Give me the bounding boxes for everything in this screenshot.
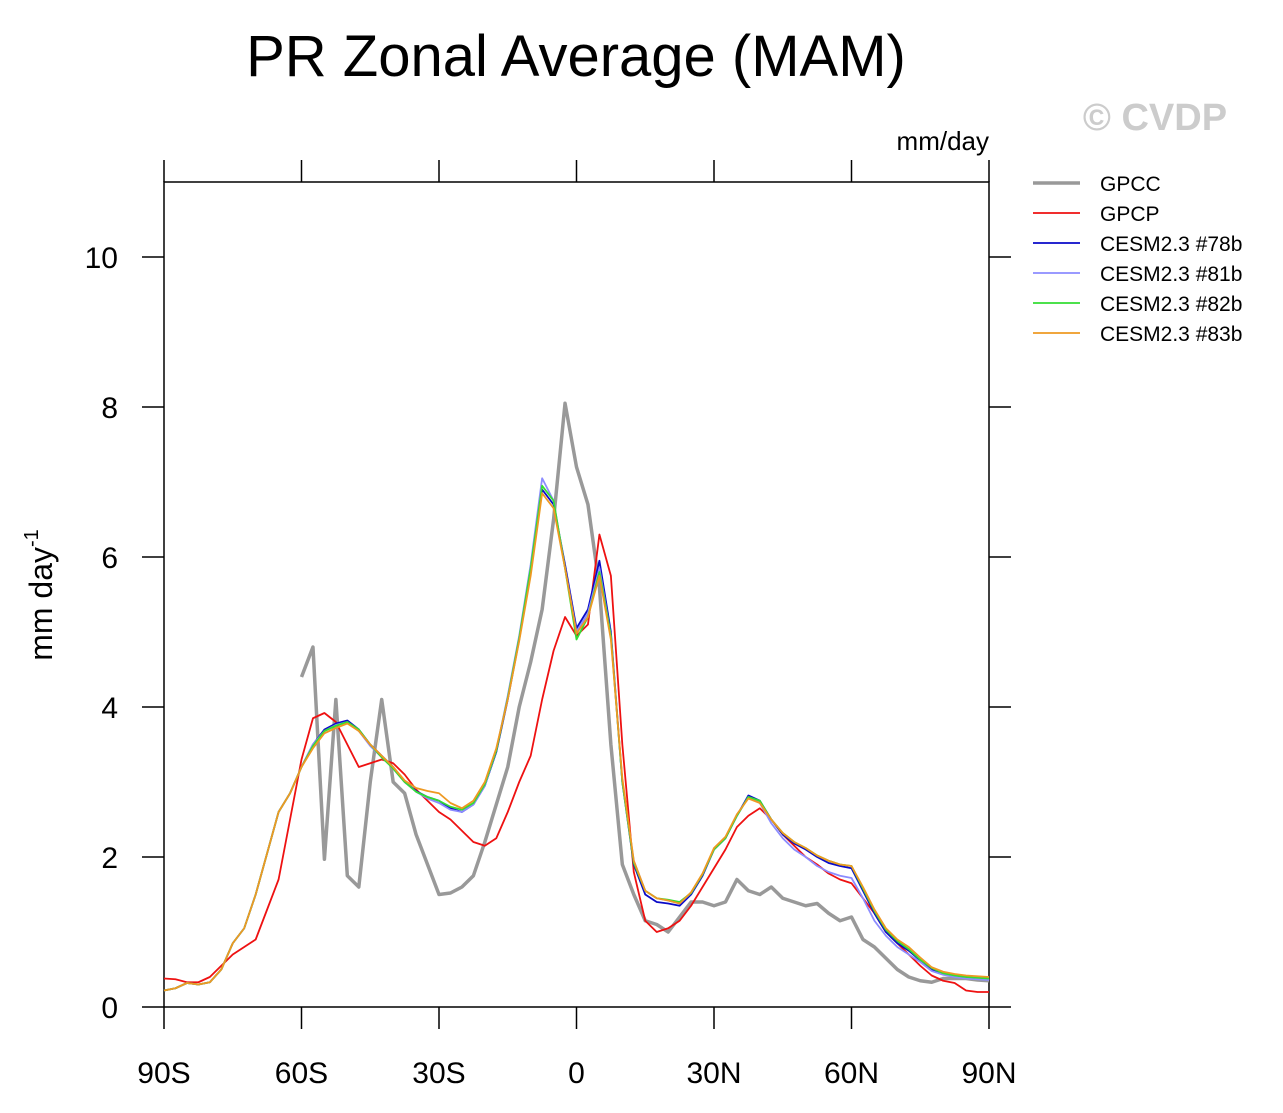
y-axis-label-text: mm day <box>23 547 59 661</box>
series-line <box>163 533 989 993</box>
x-tick-label: 30S <box>412 1057 465 1090</box>
legend-label: CESM2.3 #82b <box>1100 293 1242 316</box>
series-line <box>163 477 990 992</box>
y-tick-label: 0 <box>101 992 118 1025</box>
chart-title: PR Zonal Average (MAM) <box>246 24 906 89</box>
units-label: mm/day <box>897 126 989 156</box>
x-tick-label: 0 <box>568 1057 585 1090</box>
y-tick-label: 2 <box>101 842 118 875</box>
x-tick-label: 30N <box>686 1057 741 1090</box>
y-axis-label-superscript: -1 <box>21 529 43 547</box>
x-tick-label: 60N <box>824 1057 879 1090</box>
series-line <box>163 492 990 992</box>
legend-label: CESM2.3 #78b <box>1100 233 1242 256</box>
watermark: © CVDP <box>1083 97 1227 139</box>
series-line <box>163 488 990 992</box>
x-tick-label: 90N <box>961 1057 1016 1090</box>
legend-label: CESM2.3 #81b <box>1100 263 1242 286</box>
legend-label: GPCP <box>1100 203 1160 226</box>
legend-label: GPCC <box>1100 173 1161 196</box>
x-tick-label: 60S <box>275 1057 328 1090</box>
legend-label: CESM2.3 #83b <box>1100 323 1242 346</box>
y-tick-label: 8 <box>101 392 118 425</box>
plot-frame <box>163 181 990 1008</box>
series-line <box>163 484 990 992</box>
y-tick-label: 10 <box>85 242 118 275</box>
y-axis-label: mm day-1 <box>21 529 59 661</box>
x-tick-label: 90S <box>137 1057 190 1090</box>
y-tick-label: 4 <box>101 692 118 725</box>
y-tick-label: 6 <box>101 542 118 575</box>
